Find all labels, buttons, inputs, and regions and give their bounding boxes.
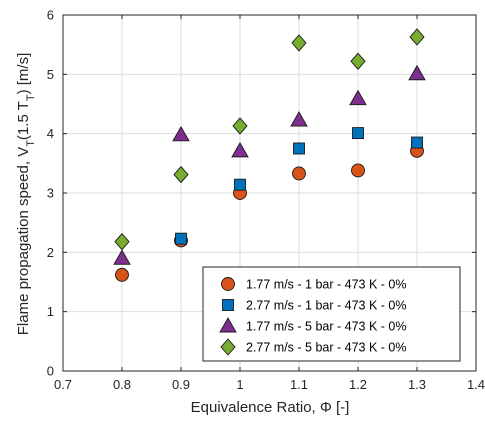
x-tick-label: 0.7 — [54, 377, 72, 392]
data-point-diamond — [232, 117, 248, 135]
tick-labels: 0.7 0.8 0.9 1 1.1 1.2 1.3 1.4 0 1 2 3 4 5 6 — [47, 8, 485, 393]
data-point-triangle — [349, 89, 367, 106]
legend-label: 1.77 m/s - 1 bar - 473 K - 0% — [246, 278, 407, 292]
y-tick-label: 6 — [47, 8, 54, 23]
data-point-square — [352, 127, 364, 140]
data-point-square — [175, 232, 187, 245]
data-point-square — [293, 142, 305, 155]
x-tick-label: 0.8 — [113, 377, 131, 392]
data-point-square — [234, 178, 246, 191]
legend-label: 2.77 m/s - 1 bar - 473 K - 0% — [246, 299, 407, 313]
data-point-diamond — [173, 165, 189, 184]
x-tick-label: 0.9 — [172, 377, 190, 392]
y-tick-label: 2 — [47, 245, 54, 260]
data-point-triangle — [113, 249, 131, 265]
data-point-diamond — [409, 28, 425, 46]
legend-label: 1.77 m/s - 5 bar - 473 K - 0% — [246, 320, 407, 334]
x-tick-label: 1.1 — [290, 377, 308, 392]
legend-label: 2.77 m/s - 5 bar - 473 K - 0% — [246, 341, 407, 355]
y-tick-label: 0 — [47, 364, 54, 379]
x-tick-label: 1 — [236, 377, 243, 392]
series-square — [175, 127, 423, 245]
data-point-square — [411, 136, 423, 149]
y-tick-label: 5 — [47, 67, 54, 82]
data-point-triangle — [290, 111, 308, 127]
data-point-circle — [292, 166, 306, 181]
data-point-diamond — [114, 232, 130, 251]
legend-marker-square — [222, 299, 234, 311]
x-tick-label: 1.3 — [408, 377, 426, 392]
y-tick-label: 3 — [47, 186, 54, 201]
data-point-diamond — [291, 34, 307, 52]
legend-marker-diamond — [220, 338, 236, 356]
data-point-diamond — [350, 52, 366, 70]
series-diamond — [114, 28, 425, 251]
data-point-triangle — [172, 125, 190, 142]
legend: 1.77 m/s - 1 bar - 473 K - 0% 2.77 m/s - … — [202, 266, 461, 362]
x-tick-label: 1.4 — [467, 377, 485, 392]
data-points — [113, 28, 426, 282]
data-point-circle — [351, 163, 365, 178]
legend-box — [202, 266, 461, 362]
y-tick-label: 1 — [47, 304, 54, 319]
y-axis-label: Flame propagation speed, VT(1.5 TT) [m/s… — [15, 53, 37, 336]
data-point-triangle — [231, 141, 249, 158]
legend-marker-triangle — [219, 317, 237, 333]
y-tick-label: 4 — [47, 126, 54, 141]
x-tick-label: 1.2 — [349, 377, 367, 392]
series-circle — [115, 143, 424, 282]
data-point-triangle — [408, 64, 426, 81]
series-triangle — [113, 64, 426, 265]
axes — [62, 14, 477, 372]
data-point-circle — [115, 267, 129, 282]
legend-marker-circle — [221, 277, 235, 291]
plot-frame — [62, 14, 477, 372]
x-axis-label: Equivalence Ratio, Φ [-] — [191, 399, 350, 416]
